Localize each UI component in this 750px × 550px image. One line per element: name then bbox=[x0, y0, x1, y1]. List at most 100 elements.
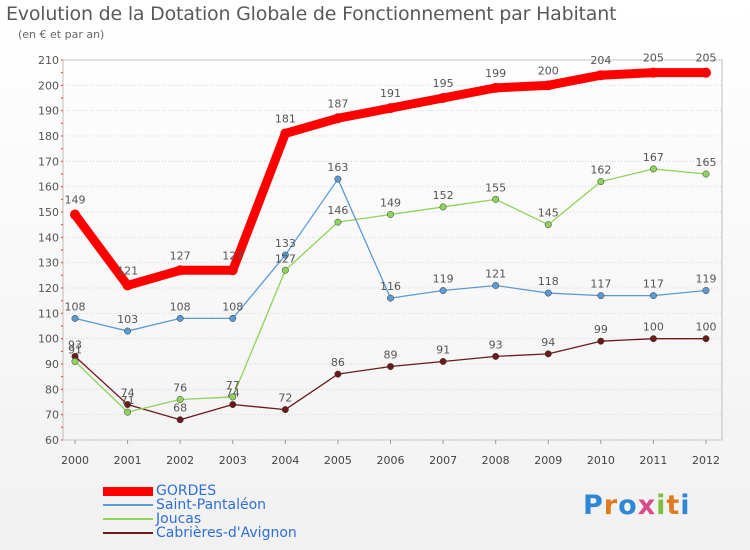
data-label: 204 bbox=[590, 54, 611, 67]
data-label: 127 bbox=[222, 249, 243, 262]
data-point bbox=[492, 352, 500, 360]
chart-title: Evolution de la Dotation Globale de Fonc… bbox=[6, 3, 617, 25]
data-point bbox=[544, 289, 552, 297]
legend-item-cabrieres: Cabrières-d'Avignon bbox=[103, 526, 297, 540]
legend: GORDES Saint-Pantaléon Joucas Cabrières-… bbox=[103, 484, 297, 540]
data-label: 146 bbox=[327, 204, 348, 217]
y-tick-label: 160 bbox=[38, 181, 59, 194]
data-label: 199 bbox=[485, 67, 506, 80]
data-label: 133 bbox=[275, 237, 296, 250]
data-label: 200 bbox=[538, 64, 559, 77]
data-point bbox=[281, 406, 289, 414]
data-point bbox=[70, 209, 80, 220]
data-point bbox=[227, 265, 238, 276]
data-label: 191 bbox=[380, 87, 401, 100]
data-label: 149 bbox=[65, 194, 86, 207]
x-tick-label: 2006 bbox=[377, 454, 405, 467]
data-point bbox=[492, 195, 500, 203]
data-label: 152 bbox=[433, 189, 454, 202]
data-point bbox=[492, 282, 500, 289]
data-point bbox=[334, 370, 342, 378]
data-label: 165 bbox=[696, 156, 717, 169]
data-point bbox=[544, 221, 552, 229]
data-point bbox=[597, 337, 605, 345]
data-label: 93 bbox=[68, 338, 82, 351]
data-label: 121 bbox=[485, 267, 506, 280]
data-label: 117 bbox=[590, 278, 611, 291]
data-label: 108 bbox=[170, 300, 191, 313]
data-label: 103 bbox=[117, 313, 138, 326]
data-point bbox=[438, 93, 449, 103]
data-label: 162 bbox=[590, 164, 611, 177]
logo-letter: i bbox=[656, 490, 667, 521]
data-point bbox=[701, 67, 711, 78]
logo-letter: r bbox=[603, 490, 619, 521]
data-label: 187 bbox=[327, 97, 348, 110]
y-tick-label: 190 bbox=[38, 105, 59, 118]
data-label: 72 bbox=[278, 392, 292, 405]
data-point bbox=[544, 350, 552, 358]
x-tick-label: 2009 bbox=[534, 454, 562, 467]
x-tick-label: 2008 bbox=[482, 454, 510, 467]
data-point bbox=[281, 251, 289, 259]
data-point bbox=[439, 358, 447, 365]
data-point bbox=[71, 358, 79, 365]
data-point bbox=[439, 203, 447, 211]
data-label: 117 bbox=[643, 278, 664, 291]
legend-label: Cabrières-d'Avignon bbox=[156, 525, 297, 541]
data-label: 100 bbox=[696, 321, 717, 334]
data-label: 100 bbox=[643, 321, 664, 334]
data-label: 71 bbox=[121, 394, 135, 407]
y-tick-label: 100 bbox=[38, 333, 59, 346]
x-tick-label: 2004 bbox=[271, 454, 299, 467]
data-label: 89 bbox=[384, 349, 398, 362]
data-point bbox=[702, 287, 710, 294]
data-label: 127 bbox=[275, 252, 296, 265]
data-label: 118 bbox=[538, 275, 559, 288]
data-point bbox=[229, 401, 237, 408]
y-tick-label: 90 bbox=[45, 358, 59, 371]
data-point bbox=[334, 175, 342, 183]
logo-letter: o bbox=[618, 490, 638, 521]
data-label: 74 bbox=[226, 387, 240, 400]
y-tick-label: 150 bbox=[38, 206, 59, 219]
legend-item-saint-pantaleon: Saint-Pantaléon bbox=[103, 498, 297, 512]
x-tick-label: 2003 bbox=[219, 454, 247, 467]
legend-label: Joucas bbox=[156, 511, 202, 527]
y-tick-label: 200 bbox=[38, 79, 59, 92]
data-point bbox=[229, 314, 237, 322]
legend-label: GORDES bbox=[156, 483, 217, 499]
data-point bbox=[176, 396, 184, 403]
data-point bbox=[649, 165, 657, 173]
x-tick-label: 2007 bbox=[429, 454, 457, 467]
x-tick-label: 2010 bbox=[587, 454, 615, 467]
legend-swatch bbox=[103, 504, 153, 506]
y-tick-label: 110 bbox=[38, 307, 59, 320]
data-point bbox=[334, 218, 342, 226]
logo-letter: P bbox=[583, 490, 604, 521]
data-point bbox=[385, 103, 396, 114]
proxiti-logo: Proxiti bbox=[583, 490, 691, 521]
data-point bbox=[124, 401, 132, 408]
logo-letter: x bbox=[637, 490, 657, 521]
data-point bbox=[175, 265, 186, 276]
data-point bbox=[387, 211, 394, 218]
x-tick-label: 2001 bbox=[114, 454, 142, 467]
y-tick-label: 140 bbox=[38, 231, 59, 244]
data-label: 91 bbox=[68, 343, 82, 356]
x-tick-label: 2005 bbox=[324, 454, 352, 467]
logo-letter: i bbox=[680, 490, 691, 521]
data-point bbox=[597, 178, 605, 186]
y-tick-label: 130 bbox=[38, 257, 59, 270]
data-label: 116 bbox=[380, 280, 401, 293]
y-tick-label: 120 bbox=[38, 282, 59, 295]
x-tick-label: 2000 bbox=[61, 454, 89, 467]
data-point bbox=[176, 314, 184, 322]
legend-swatch bbox=[103, 486, 153, 496]
data-label: 145 bbox=[538, 207, 559, 220]
data-point bbox=[229, 393, 237, 401]
data-label: 86 bbox=[331, 356, 345, 369]
data-label: 108 bbox=[222, 300, 243, 313]
data-point bbox=[649, 292, 657, 300]
